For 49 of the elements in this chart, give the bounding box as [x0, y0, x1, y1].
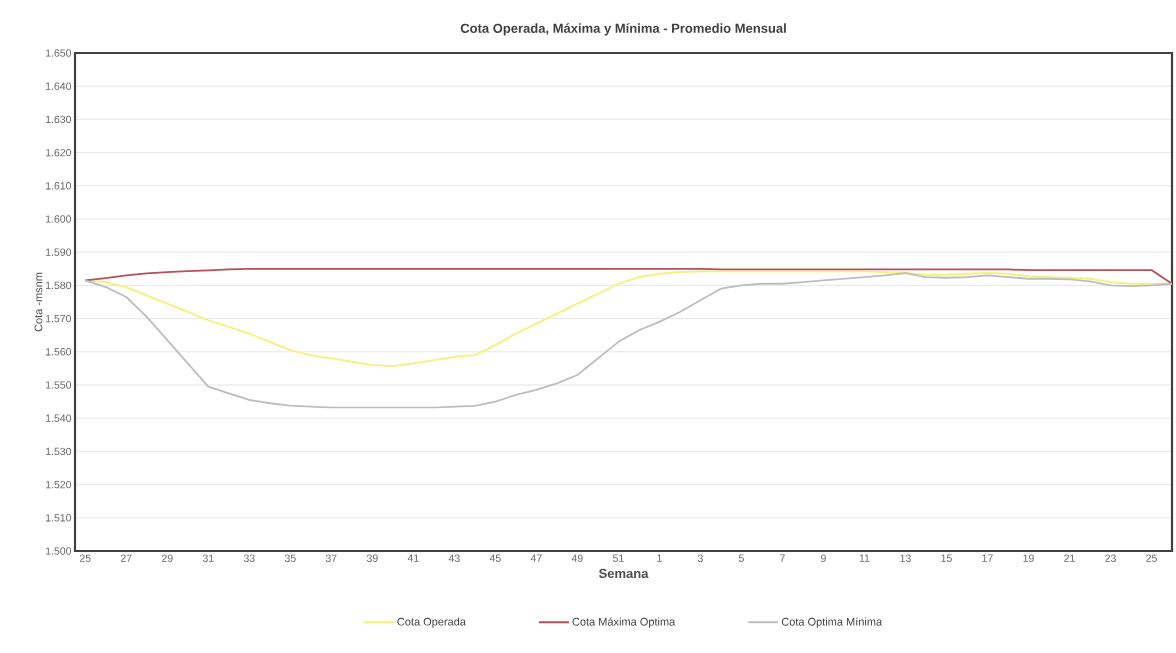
x-tick-label: 41	[407, 554, 419, 562]
x-tick-label: 29	[161, 554, 173, 562]
x-tick-label: 49	[571, 554, 583, 562]
x-tick-label: 21	[1064, 554, 1075, 562]
y-axis-title: Cota -msnm	[34, 272, 43, 332]
x-tick-label: 51	[612, 554, 624, 562]
y-tick-label: 1.520	[46, 480, 72, 489]
x-tick-label: 37	[325, 554, 337, 562]
legend-label: Cota Máxima Optima	[572, 617, 676, 628]
legend-label: Cota Operada	[397, 617, 466, 628]
x-tick-label: 33	[243, 554, 255, 562]
x-tick-label: 9	[820, 554, 826, 562]
x-tick-label: 7	[780, 554, 785, 562]
y-tick-label: 1.550	[46, 381, 72, 389]
y-tick-label: 1.590	[46, 248, 72, 256]
y-tick-label: 1.510	[46, 514, 72, 522]
y-tick-label: 1.530	[46, 447, 72, 456]
x-tick-label: 45	[489, 554, 501, 562]
y-tick-label: 1.500	[46, 547, 72, 555]
x-tick-label: 25	[1146, 554, 1157, 562]
chart-title: Cota Operada, Máxima y Mínima - Promedio Mensual	[460, 23, 786, 36]
y-tick-label: 1.560	[46, 348, 72, 356]
x-tick-label: 39	[366, 554, 378, 562]
y-tick-label: 1.600	[46, 215, 72, 223]
x-tick-label: 17	[982, 554, 993, 562]
y-tick-label: 1.540	[46, 414, 72, 422]
y-tick-label: 1.620	[46, 148, 72, 157]
x-tick-label: 43	[448, 554, 460, 562]
y-tick-label: 1.570	[46, 314, 72, 323]
x-axis-title: Semana	[598, 568, 649, 579]
y-tick-label: 1.580	[46, 281, 72, 290]
x-tick-label: 27	[120, 554, 132, 562]
y-tick-label: 1.650	[46, 49, 72, 57]
x-tick-label: 25	[79, 554, 91, 562]
y-tick-label: 1.640	[46, 82, 72, 90]
x-tick-label: 47	[530, 554, 542, 562]
x-tick-label: 5	[738, 554, 744, 562]
x-tick-label: 15	[941, 554, 952, 562]
y-tick-label: 1.610	[46, 182, 72, 190]
y-tick-label: 1.630	[46, 115, 72, 124]
x-tick-label: 23	[1105, 554, 1116, 562]
x-tick-label: 11	[859, 554, 870, 562]
x-tick-label: 1	[657, 554, 662, 562]
x-tick-label: 31	[202, 554, 214, 562]
x-tick-label: 19	[1023, 554, 1034, 562]
x-tick-label: 3	[697, 554, 703, 562]
x-tick-label: 35	[284, 554, 296, 562]
legend-label: Cota Optima Mínima	[781, 617, 883, 628]
x-tick-label: 13	[900, 554, 911, 562]
